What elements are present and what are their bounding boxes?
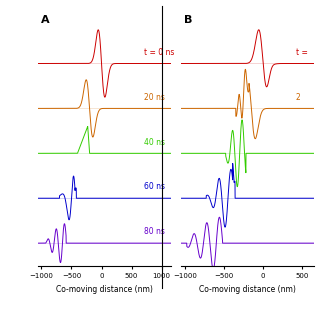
Text: 2: 2 — [296, 93, 300, 102]
Text: 40 ns: 40 ns — [144, 138, 165, 147]
Text: B: B — [184, 15, 192, 25]
Text: t =: t = — [296, 48, 308, 57]
X-axis label: Co-moving distance (nm): Co-moving distance (nm) — [199, 285, 296, 294]
Text: 80 ns: 80 ns — [144, 228, 164, 236]
Text: A: A — [41, 15, 50, 25]
Text: 60 ns: 60 ns — [144, 182, 165, 191]
X-axis label: Co-moving distance (nm): Co-moving distance (nm) — [56, 285, 153, 294]
Text: t = 0 ns: t = 0 ns — [144, 48, 174, 57]
Text: 20 ns: 20 ns — [144, 93, 164, 102]
